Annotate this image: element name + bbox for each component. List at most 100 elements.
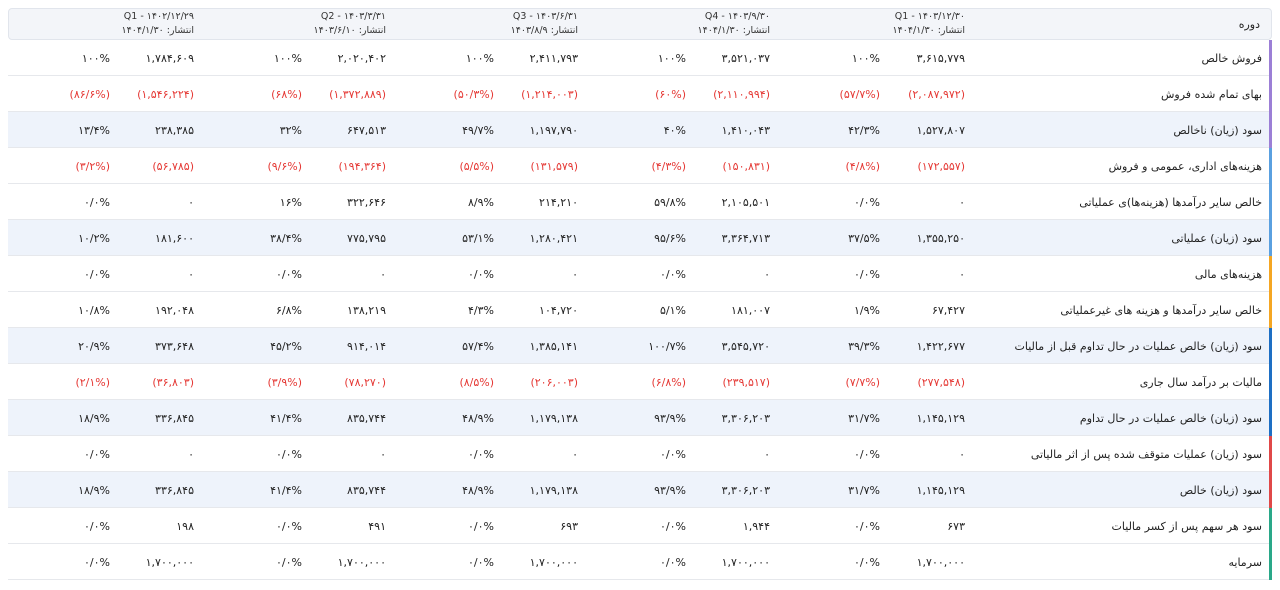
- cell-value: (۱,۵۴۶,۲۲۴): [137, 88, 194, 101]
- cell-percent: ۰/۰%: [468, 556, 494, 569]
- cell-percent: (۸۶/۶%): [69, 88, 110, 101]
- cell-percent: ۰/۰%: [84, 556, 110, 569]
- table-row: [8, 328, 1272, 364]
- cell-percent: ۴۱/۴%: [270, 412, 302, 425]
- cell-percent: ۱۳/۴%: [78, 124, 110, 137]
- cell-percent: ۶/۸%: [276, 304, 302, 317]
- cell-value: ۱۳۸,۲۱۹: [347, 304, 386, 317]
- cell-percent: ۰/۰%: [468, 448, 494, 461]
- cell-percent: ۰/۰%: [660, 520, 686, 533]
- row-accent: [1269, 328, 1272, 364]
- cell-percent: ۵۳/۱%: [462, 232, 494, 245]
- cell-value: ۶۷,۴۲۷: [931, 304, 965, 317]
- row-label: هزینه‌های مالی: [1194, 268, 1262, 281]
- row-label: خالص سایر درآمدها و هزینه های غیرعملیاتی: [1060, 304, 1262, 317]
- row-label: بهای تمام شده فروش: [1161, 88, 1262, 101]
- cell-percent: ۰/۰%: [854, 520, 880, 533]
- cell-value: ۰: [764, 448, 770, 461]
- period-published: انتشار: ۱۴۰۳/۸/۹: [510, 25, 578, 36]
- cell-value: ۲۳۸,۳۸۵: [155, 124, 194, 137]
- cell-percent: ۴۹/۷%: [462, 124, 494, 137]
- cell-percent: ۱۰۰/۷%: [648, 340, 686, 353]
- cell-percent: ۰/۰%: [276, 268, 302, 281]
- cell-value: (۱۹۴,۳۶۴): [338, 160, 386, 173]
- cell-percent: ۱۰۰%: [657, 52, 686, 65]
- cell-percent: (۳/۹%): [267, 376, 302, 389]
- cell-value: ۳,۳۶۴,۷۱۳: [721, 232, 770, 245]
- cell-percent: ۴۱/۴%: [270, 484, 302, 497]
- cell-value: ۱,۳۸۵,۱۴۱: [529, 340, 578, 353]
- cell-percent: ۹۳/۹%: [654, 484, 686, 497]
- cell-percent: (۶۰%): [655, 88, 686, 101]
- table-row: [8, 112, 1272, 148]
- cell-value: ۴۹۱: [368, 520, 386, 533]
- cell-percent: (۵۰/۳%): [453, 88, 494, 101]
- table-row: [8, 148, 1272, 184]
- row-label: سود (زیان) خالص عملیات در حال تداوم: [1079, 412, 1262, 425]
- header-label: دوره: [1238, 18, 1260, 31]
- cell-value: ۹۱۴,۰۱۴: [347, 340, 386, 353]
- cell-value: ۳,۳۰۶,۲۰۳: [721, 412, 770, 425]
- cell-percent: ۰/۰%: [854, 448, 880, 461]
- row-label: سود (زیان) خالص: [1179, 484, 1262, 497]
- cell-percent: ۰/۰%: [84, 268, 110, 281]
- table-row: [8, 508, 1272, 544]
- cell-value: (۵۶,۷۸۵): [152, 160, 194, 173]
- cell-percent: (۳/۲%): [75, 160, 110, 173]
- cell-value: ۱,۴۱۰,۰۴۳: [721, 124, 770, 137]
- cell-percent: ۰/۰%: [660, 268, 686, 281]
- cell-value: ۰: [188, 268, 194, 281]
- period-published: انتشار: ۱۴۰۴/۱/۳۰: [892, 25, 965, 36]
- cell-percent: ۱۸/۹%: [78, 484, 110, 497]
- cell-percent: ۴۲/۳%: [848, 124, 880, 137]
- cell-percent: ۱۰/۸%: [78, 304, 110, 317]
- cell-percent: ۱/۹%: [854, 304, 880, 317]
- cell-percent: ۱۶%: [279, 196, 302, 209]
- table-row: [8, 472, 1272, 508]
- row-label: فروش خالص: [1201, 52, 1262, 65]
- row-label: سود هر سهم پس از کسر مالیات: [1111, 520, 1262, 533]
- row-accent: [1269, 364, 1272, 400]
- cell-value: ۱,۱۴۵,۱۲۹: [916, 412, 965, 425]
- cell-value: ۱,۷۰۰,۰۰۰: [337, 556, 386, 569]
- cell-value: ۱,۵۲۷,۸۰۷: [916, 124, 965, 137]
- cell-value: ۲,۱۰۵,۵۰۱: [721, 196, 770, 209]
- table-row: [8, 400, 1272, 436]
- table-row: [8, 256, 1272, 292]
- row-accent: [1269, 508, 1272, 544]
- cell-value: ۳,۶۱۵,۷۷۹: [916, 52, 965, 65]
- table-row: [8, 76, 1272, 112]
- cell-value: ۳,۳۰۶,۲۰۳: [721, 484, 770, 497]
- row-accent: [1269, 400, 1272, 436]
- cell-value: ۳۲۲,۶۴۶: [347, 196, 386, 209]
- cell-value: ۶۹۳: [560, 520, 578, 533]
- cell-value: ۱,۲۸۰,۴۲۱: [529, 232, 578, 245]
- cell-value: ۱,۳۵۵,۲۵۰: [916, 232, 965, 245]
- cell-percent: ۱۰/۲%: [78, 232, 110, 245]
- cell-percent: ۵/۱%: [660, 304, 686, 317]
- cell-percent: ۳۱/۷%: [848, 484, 880, 497]
- row-label: خالص سایر درآمدها (هزینه‌ها)ی عملیاتی: [1079, 196, 1262, 209]
- cell-value: ۲,۴۱۱,۷۹۳: [529, 52, 578, 65]
- cell-value: (۲۰۶,۰۰۳): [530, 376, 578, 389]
- cell-percent: ۴/۳%: [468, 304, 494, 317]
- period-published: انتشار: ۱۴۰۴/۱/۳۰: [697, 25, 770, 36]
- cell-value: ۱,۱۷۹,۱۳۸: [529, 412, 578, 425]
- cell-percent: ۵۷/۴%: [462, 340, 494, 353]
- cell-percent: (۸/۵%): [459, 376, 494, 389]
- cell-value: ۱۸۱,۶۰۰: [155, 232, 194, 245]
- cell-percent: ۱۰۰%: [465, 52, 494, 65]
- cell-percent: ۱۰۰%: [273, 52, 302, 65]
- cell-value: ۱۸۱,۰۰۷: [731, 304, 770, 317]
- cell-percent: ۳۹/۳%: [848, 340, 880, 353]
- table-row: [8, 292, 1272, 328]
- table-row: [8, 40, 1272, 76]
- row-label: مالیات بر درآمد سال جاری: [1139, 376, 1262, 389]
- row-accent: [1269, 292, 1272, 328]
- cell-percent: (۵۷/۷%): [839, 88, 880, 101]
- cell-value: ۱,۷۰۰,۰۰۰: [145, 556, 194, 569]
- row-label: سود (زیان) عملیاتی: [1171, 232, 1262, 245]
- cell-percent: ۰/۰%: [84, 520, 110, 533]
- cell-percent: ۸/۹%: [468, 196, 494, 209]
- row-label: سرمایه: [1228, 556, 1263, 569]
